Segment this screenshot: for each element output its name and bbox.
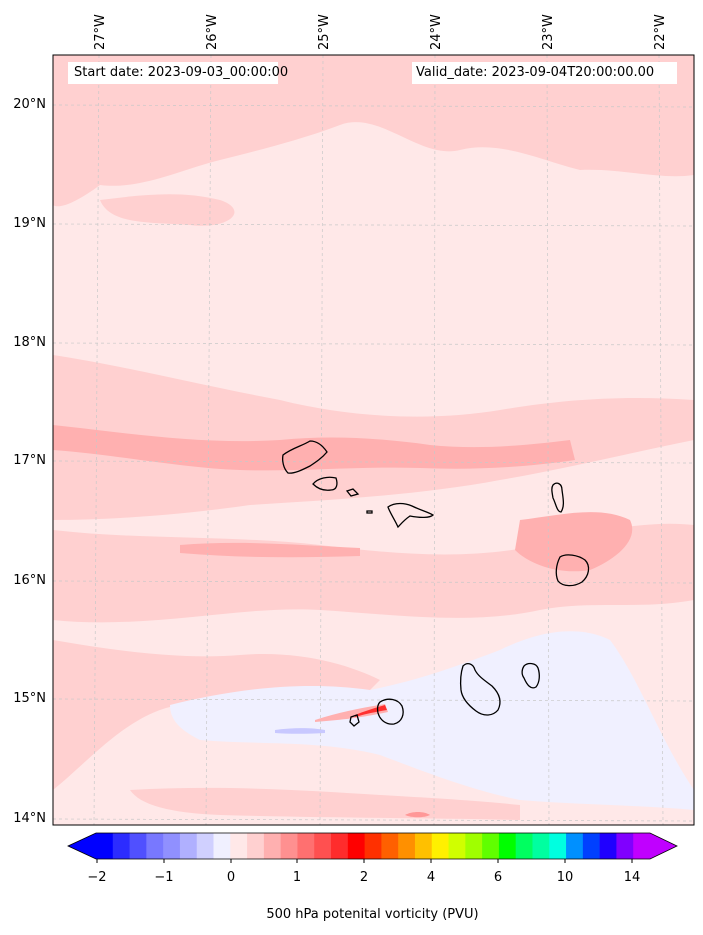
- pv-southwest-band: [53, 640, 380, 790]
- colorbar-swatch: [616, 833, 634, 859]
- colorbar-over-arrow: [650, 833, 677, 859]
- colorbar-swatch: [515, 833, 533, 859]
- pv-west-band: [53, 355, 694, 520]
- colorbar-swatch: [314, 833, 332, 859]
- lat-label-16n: 16°N: [13, 573, 46, 588]
- colorbar-swatch: [247, 833, 265, 859]
- colorbar-swatch: [297, 833, 315, 859]
- colorbar-tick-label: 4: [426, 870, 436, 885]
- colorbar-tick-label: 0: [226, 870, 236, 885]
- colorbar-swatch: [163, 833, 181, 859]
- pv-blue-streak: [275, 728, 325, 734]
- colorbar-swatch: [448, 833, 466, 859]
- colorbar-swatch: [414, 833, 433, 859]
- lat-label-17n: 17°N: [13, 453, 46, 468]
- island-santa-luzia: [345, 488, 360, 497]
- island-branco: [366, 510, 373, 514]
- lat-label-19n: 19°N: [13, 216, 46, 231]
- pv-field: [53, 55, 694, 825]
- colorbar-swatch: [364, 833, 382, 859]
- pv-south-spot: [405, 812, 430, 818]
- island-sao-nicolau: [387, 502, 435, 529]
- colorbar-swatch: [280, 833, 298, 859]
- colorbar-tick-label: 10: [556, 870, 574, 885]
- colorbar-tick-label: 1: [292, 870, 302, 885]
- colorbar-swatch: [431, 833, 450, 859]
- island-santiago: [459, 663, 501, 716]
- pv-central-band: [53, 425, 575, 471]
- colorbar-swatch: [112, 833, 131, 859]
- colorbar-swatch: [381, 833, 399, 859]
- island-brava: [349, 714, 360, 727]
- colorbar-swatch: [179, 833, 198, 859]
- colorbar-swatch: [549, 833, 567, 859]
- lon-label-24w: 24°W: [429, 14, 444, 50]
- gridlines: [52, 54, 695, 826]
- lon-label-22w: 22°W: [653, 14, 668, 50]
- pv-red-streak: [315, 704, 388, 722]
- colorbar-tick-label: 6: [493, 870, 503, 885]
- colorbar-swatch: [213, 833, 231, 859]
- colorbar-swatch: [582, 833, 601, 859]
- pv-southern-strip: [130, 787, 520, 820]
- colorbar-under-arrow: [68, 833, 96, 859]
- lat-label-15n: 15°N: [13, 691, 46, 706]
- pv-north-patch: [100, 194, 235, 226]
- valid-date-box: [412, 62, 677, 84]
- pv-blue-region: [170, 631, 694, 810]
- lon-label-27w: 27°W: [93, 14, 108, 50]
- island-sao-vicente: [312, 476, 338, 491]
- colorbar-swatch: [532, 833, 550, 859]
- island-sal: [551, 482, 565, 513]
- pv-east-patch: [515, 512, 633, 572]
- colorbar-swatch: [599, 833, 617, 859]
- colorbar-swatch: [482, 833, 500, 859]
- pv-mid-streak: [180, 542, 360, 558]
- colorbar-swatch: [263, 833, 282, 859]
- colorbar-swatch: [347, 833, 366, 859]
- colorbar-swatch: [96, 833, 114, 859]
- lon-label-23w: 23°W: [541, 14, 556, 50]
- lon-label-25w: 25°W: [317, 14, 332, 50]
- colorbar-swatch: [146, 833, 164, 859]
- colorbar-swatch: [230, 833, 248, 859]
- valid-date-label: Valid_date: 2023-09-04T20:00:00.00: [416, 65, 655, 80]
- lat-label-18n: 18°N: [13, 335, 46, 350]
- island-maio: [521, 662, 540, 689]
- colorbar-tick-label: −2: [87, 870, 107, 885]
- colorbar-outline: [67, 832, 678, 860]
- colorbar-swatch: [196, 833, 215, 859]
- colorbar-tick-label: −1: [154, 870, 174, 885]
- pv-red-core: [355, 705, 387, 717]
- lat-label-14n: 14°N: [13, 811, 46, 826]
- pv-north-band: [53, 55, 694, 207]
- lat-label-20n: 20°N: [13, 97, 46, 112]
- coastlines: [282, 440, 590, 727]
- colorbar-tick-label: 14: [623, 870, 641, 885]
- colorbar-title: 500 hPa potenital vorticity (PVU): [266, 907, 479, 922]
- colorbar-swatch: [129, 833, 147, 859]
- island-boa-vista: [555, 554, 590, 587]
- colorbar-swatch: [331, 833, 349, 859]
- colorbar-swatch: [498, 833, 517, 859]
- colorbar-swatch: [465, 833, 483, 859]
- start-date-box: [68, 62, 278, 84]
- colorbar-swatch: [566, 833, 584, 859]
- map-frame: [52, 54, 695, 826]
- colorbar-tick-label: 2: [359, 870, 369, 885]
- colorbar-swatch: [633, 833, 651, 859]
- colorbar-swatch: [398, 833, 416, 859]
- colorbar: [67, 832, 678, 863]
- lon-label-26w: 26°W: [205, 14, 220, 50]
- start-date-label: Start date: 2023-09-03_00:00:00: [74, 65, 289, 80]
- island-santo-antao: [282, 440, 328, 474]
- island-fogo: [376, 698, 404, 725]
